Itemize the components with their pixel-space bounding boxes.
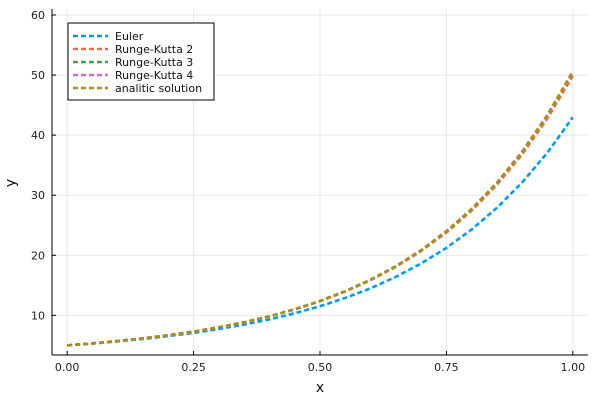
- x-tick-label: 0.00: [55, 361, 80, 374]
- y-axis-label: y: [3, 179, 19, 187]
- legend-label-5: analitic solution: [115, 82, 202, 95]
- x-tick-label: 1.00: [561, 361, 586, 374]
- x-tick-label: 0.75: [434, 361, 459, 374]
- series-line-5: [67, 70, 574, 347]
- y-tick-label: 30: [31, 189, 45, 202]
- x-tick-label: 0.25: [181, 361, 206, 374]
- x-axis-label: x: [316, 380, 324, 396]
- y-tick-label: 50: [31, 69, 45, 82]
- legend-label-2: Runge-Kutta 2: [115, 43, 193, 56]
- legend-label-1: Euler: [115, 30, 144, 43]
- grid: [52, 9, 588, 355]
- legend-label-4: Runge-Kutta 4: [115, 69, 193, 82]
- y-tick-label: 10: [31, 309, 45, 322]
- y-tick-label: 20: [31, 249, 45, 262]
- y-tick-label: 60: [31, 9, 45, 22]
- legend-label-3: Runge-Kutta 3: [115, 56, 193, 69]
- axes: [51, 9, 588, 356]
- x-tick-label: 0.50: [308, 361, 333, 374]
- series-lines: [67, 70, 574, 347]
- y-tick-label: 40: [31, 129, 45, 142]
- tick-labels: 0.00 0.25 0.50 0.75 1.00 10 20 30 40 50 60: [31, 9, 585, 374]
